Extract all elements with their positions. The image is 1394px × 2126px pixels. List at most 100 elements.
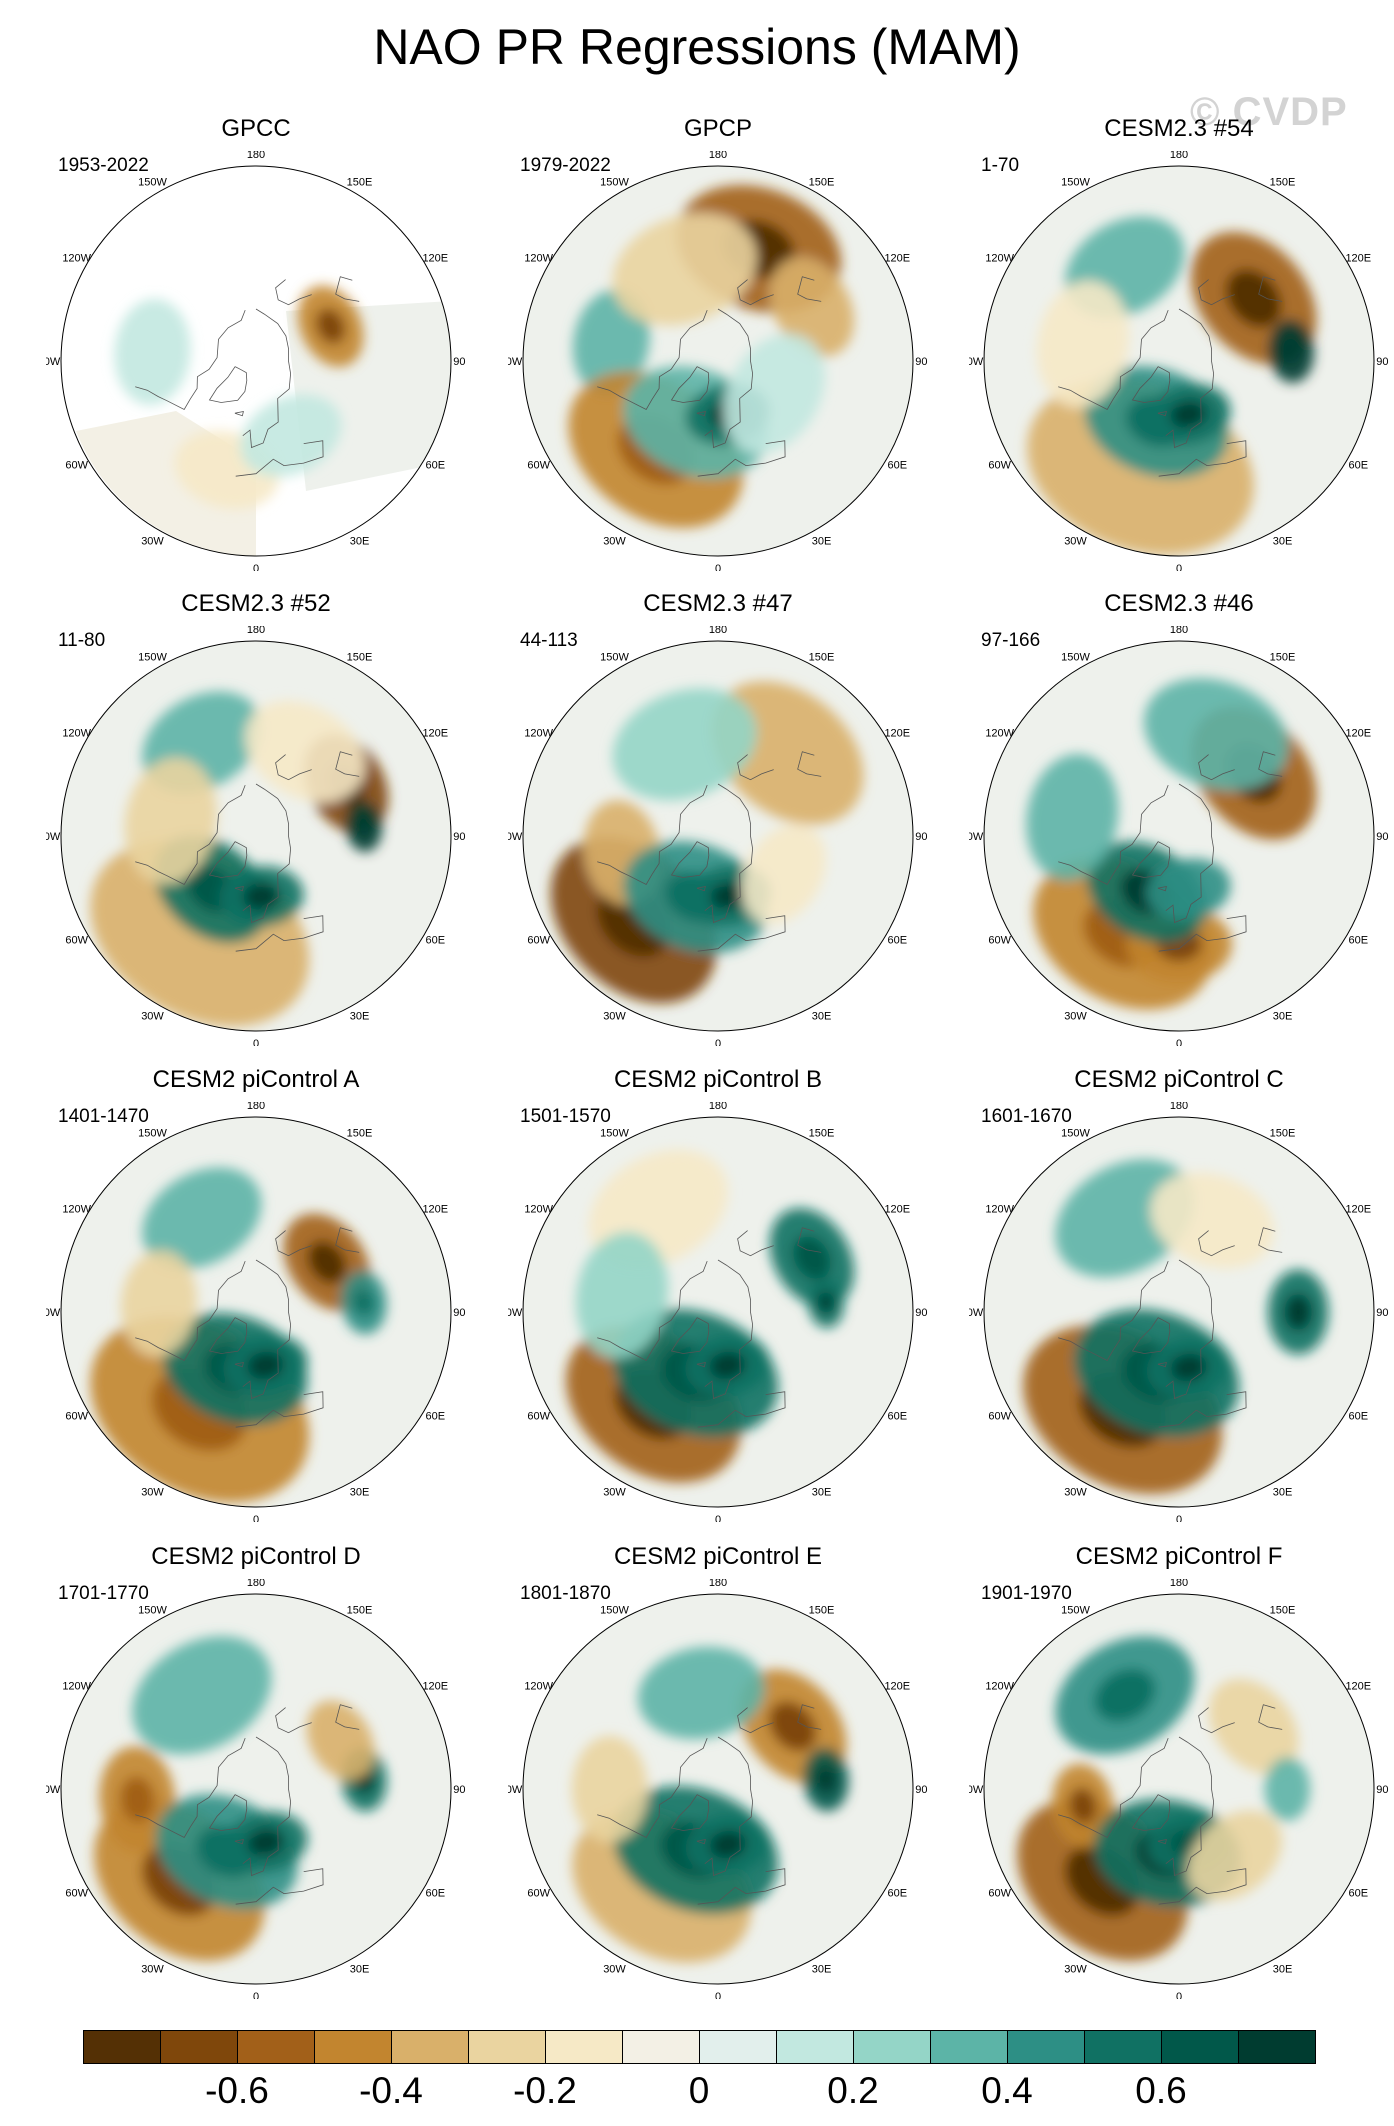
- longitude-label: 90W: [508, 1784, 523, 1796]
- longitude-label: 30W: [141, 1486, 164, 1498]
- panel-period: 1701-1770: [58, 1583, 149, 1604]
- longitude-label: 90E: [915, 831, 928, 843]
- anomaly-core: [1170, 1353, 1207, 1382]
- coastline: [797, 1704, 822, 1730]
- coastline: [1131, 1794, 1171, 1831]
- map-border: [983, 640, 1375, 1032]
- coastline: [1131, 1317, 1171, 1354]
- anomaly-region: [575, 1231, 669, 1359]
- longitude-label: 90W: [46, 1784, 61, 1796]
- coastline: [275, 754, 312, 781]
- longitude-label: 120E: [422, 1681, 448, 1693]
- longitude-label: 90W: [508, 356, 523, 368]
- longitude-label: 120E: [1345, 728, 1371, 740]
- polar-map: 180 150E 120E 90E 60E 30E 0 30W 60W 90W 120W 150W: [46, 1102, 466, 1522]
- longitude-label: 60E: [426, 935, 446, 947]
- longitude-label: 150E: [809, 177, 835, 189]
- polar-map: 180 150E 120E 90E 60E 30E 0 30W 60W 90W 120W 150W: [46, 151, 466, 571]
- anomaly-region: [142, 1167, 262, 1269]
- longitude-label: 120E: [884, 253, 910, 265]
- anomaly-region: [571, 1735, 648, 1843]
- anomaly-core: [710, 881, 747, 910]
- panel-title: CESM2 piControl D: [151, 1543, 361, 1570]
- longitude-label: 30E: [350, 1010, 370, 1022]
- colorbar-tick-label: 0: [688, 2070, 710, 2111]
- map-border: [522, 165, 914, 557]
- anomaly-region: [1187, 1810, 1283, 1901]
- coastline: [235, 915, 324, 952]
- coastline: [242, 308, 292, 449]
- longitude-label: 60E: [1349, 1411, 1369, 1423]
- anomaly-core: [815, 1765, 837, 1794]
- longitude-label: 180: [247, 1579, 265, 1589]
- colorbar-swatch: [1007, 2030, 1085, 2064]
- coastline: [335, 751, 360, 777]
- longitude-label: 30W: [1064, 1963, 1087, 1975]
- polar-map: 180 150E 120E 90E 60E 30E 0 30W 60W 90W 120W 150W: [508, 626, 928, 1046]
- longitude-label: 180: [1170, 626, 1188, 636]
- coastline: [1058, 1737, 1169, 1839]
- longitude-label: 0: [1176, 1514, 1182, 1522]
- panel-title: CESM2.3 #47: [643, 590, 793, 617]
- longitude-label: 0: [253, 1038, 259, 1046]
- longitude-label: 90E: [1376, 831, 1389, 843]
- longitude-label: 90W: [508, 831, 523, 843]
- coastline: [1131, 366, 1171, 403]
- panel-period: 97-166: [981, 630, 1041, 651]
- longitude-label: 180: [709, 1102, 727, 1112]
- longitude-label: 180: [1170, 151, 1188, 161]
- coastline: [1131, 841, 1171, 878]
- coastline: [704, 783, 754, 924]
- map-panel: CESM2 piControl E 180 150E 120E 90E 60E 30E 0 30…: [508, 1543, 928, 2013]
- longitude-label: 180: [709, 626, 727, 636]
- coastline: [275, 1707, 312, 1734]
- anomaly-core: [1280, 337, 1302, 365]
- coastline: [242, 1259, 292, 1400]
- longitude-label: 90E: [453, 356, 466, 368]
- map-border: [522, 640, 914, 1032]
- anomaly-region: [132, 1636, 272, 1755]
- panel-title: CESM2 piControl A: [152, 1066, 360, 1093]
- colorbar-swatch: [391, 2030, 469, 2064]
- longitude-label: 90E: [453, 1307, 466, 1319]
- colorbar-swatch: [237, 2030, 315, 2064]
- longitude-label: 120W: [985, 1681, 1014, 1693]
- longitude-label: 180: [247, 151, 265, 161]
- map-border: [983, 165, 1375, 557]
- panel-period: 1901-1970: [981, 1583, 1072, 1604]
- longitude-label: 180: [709, 151, 727, 161]
- longitude-label: 0: [715, 563, 721, 571]
- anomaly-core: [353, 1288, 375, 1317]
- longitude-label: 30E: [812, 535, 832, 547]
- polar-map: 180 150E 120E 90E 60E 30E 0 30W 60W 90W 120W 150W: [46, 1579, 466, 1999]
- longitude-label: 30W: [1064, 535, 1087, 547]
- coastline: [1058, 784, 1169, 886]
- anomaly-region: [120, 1250, 197, 1357]
- colorbar-tick-label: 0.4: [981, 2070, 1033, 2111]
- longitude-label: 120W: [985, 1204, 1014, 1216]
- colorbar-swatch: [930, 2030, 1008, 2064]
- longitude-label: 30W: [603, 1963, 626, 1975]
- anomaly-region: [572, 289, 650, 395]
- coastline: [1157, 885, 1167, 892]
- anomaly-core: [1170, 400, 1207, 429]
- coastline: [1198, 1707, 1235, 1734]
- panel-title: GPCP: [683, 115, 752, 142]
- coastline: [1058, 1260, 1169, 1362]
- colorbar-tick-label: -0.6: [205, 2070, 269, 2111]
- anomaly-region: [769, 257, 855, 357]
- map-panel: CESM2 piControl C 180 150E 120E 90E 60E 30E 0 30…: [969, 1066, 1389, 1536]
- longitude-label: 120W: [62, 253, 91, 265]
- coastline: [696, 1361, 706, 1368]
- figure-title: NAO PR Regressions (MAM): [373, 19, 1021, 75]
- anomaly-region: [1264, 1757, 1311, 1821]
- longitude-label: 60W: [65, 935, 88, 947]
- longitude-label: 120E: [884, 1681, 910, 1693]
- coastline: [208, 366, 248, 403]
- longitude-label: 60W: [988, 935, 1011, 947]
- coastline: [1258, 276, 1283, 302]
- longitude-label: 90W: [46, 1307, 61, 1319]
- longitude-label: 120E: [422, 1204, 448, 1216]
- longitude-label: 60E: [1349, 935, 1369, 947]
- longitude-label: 30E: [1273, 535, 1293, 547]
